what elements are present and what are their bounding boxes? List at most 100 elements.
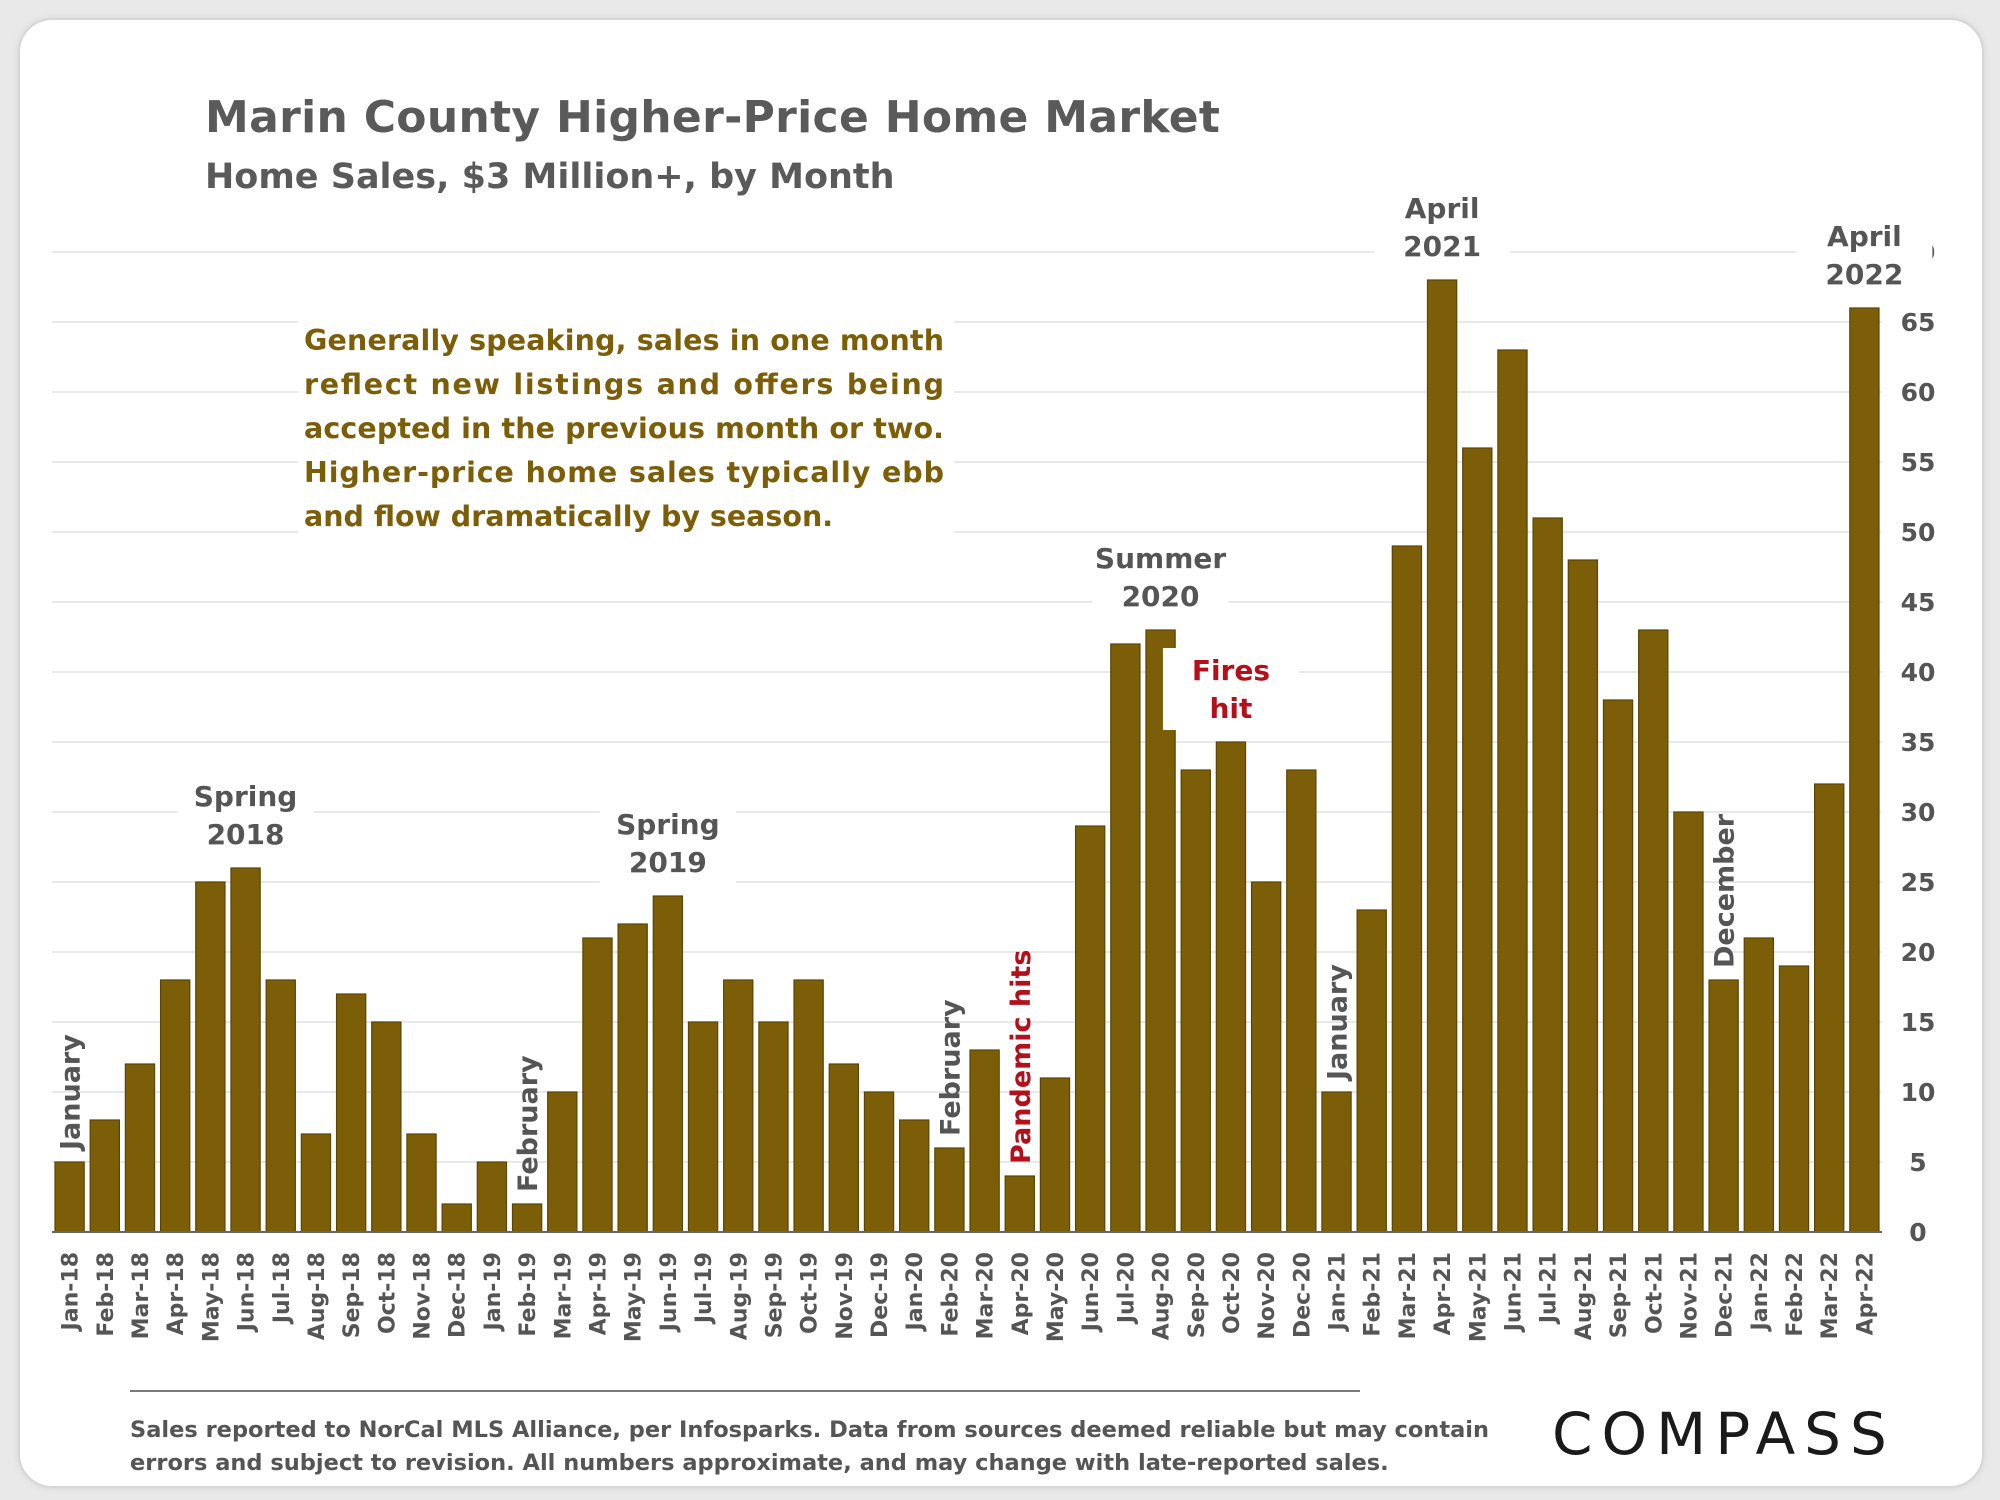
bar <box>54 1161 85 1233</box>
x-tick-label: Mar-19 <box>551 1252 576 1339</box>
annotation-label: 2022 <box>1825 258 1903 291</box>
bar <box>1497 349 1528 1233</box>
annotation-label: Spring <box>194 780 298 813</box>
bar <box>511 1203 543 1233</box>
bar <box>1004 1175 1035 1233</box>
chart-subtitle: Home Sales, $3 Million+, by Month <box>205 157 895 197</box>
annotation-label: hit <box>1209 692 1252 725</box>
y-tick-label: 40 <box>1901 658 1936 687</box>
chart-title: Marin County Higher-Price Home Market <box>205 92 1221 143</box>
bar <box>793 979 824 1233</box>
bar <box>1391 545 1423 1233</box>
x-tick-label: Oct-19 <box>798 1252 823 1334</box>
bar <box>195 881 226 1233</box>
x-tick-label: Jun-21 <box>1501 1252 1526 1333</box>
x-tick-label: Jan-21 <box>1326 1252 1351 1332</box>
annotation-label: 2020 <box>1122 580 1200 613</box>
bar <box>1110 643 1141 1233</box>
bar <box>1814 783 1845 1233</box>
x-tick-label: Jan-19 <box>481 1252 506 1332</box>
x-tick-label: Feb-19 <box>516 1252 541 1337</box>
x-tick-label: Apr-22 <box>1853 1252 1878 1335</box>
callout-text: Higher-price home sales typically ebb <box>304 456 944 489</box>
bar <box>1039 1077 1071 1233</box>
annotation-label: Pandemic hits <box>1006 950 1037 1164</box>
bar <box>406 1133 437 1233</box>
y-tick-label: 25 <box>1901 868 1936 897</box>
bar <box>617 923 648 1233</box>
x-tick-label: May-21 <box>1466 1252 1491 1342</box>
x-tick-label: Jul-19 <box>692 1252 717 1325</box>
x-tick-label: Sep-18 <box>340 1252 365 1338</box>
footer-divider <box>130 1390 1360 1392</box>
bar <box>828 1063 860 1233</box>
y-tick-label: 0 <box>1909 1218 1926 1247</box>
annotation-background <box>1374 186 1511 268</box>
annotation-label: 2019 <box>629 846 707 879</box>
bar <box>1250 881 1282 1233</box>
bar <box>1462 447 1493 1233</box>
bar <box>758 1021 789 1233</box>
y-tick-label: 15 <box>1901 1008 1936 1037</box>
x-tick-label: Jan-20 <box>903 1252 928 1332</box>
annotation-label: April <box>1405 192 1480 225</box>
annotation-label: April <box>1827 220 1902 253</box>
x-tick-label: Mar-21 <box>1396 1252 1421 1339</box>
compass-logo: COMPASS <box>1552 1400 1896 1468</box>
annotation-label: 2021 <box>1403 230 1481 263</box>
bar <box>1532 517 1563 1233</box>
bar <box>1286 769 1317 1233</box>
bar <box>687 1021 719 1233</box>
x-tick-label: Feb-18 <box>94 1252 119 1337</box>
bar <box>1426 279 1458 1233</box>
bar-chart: 0510152025303540455055606570Jan-18Feb-18… <box>52 186 1936 1342</box>
x-tick-label: Feb-20 <box>938 1252 963 1337</box>
footer-note: Sales reported to NorCal MLS Alliance, p… <box>130 1414 1489 1480</box>
x-tick-label: Apr-19 <box>586 1252 611 1335</box>
x-tick-label: Feb-22 <box>1783 1252 1808 1337</box>
x-tick-label: Aug-19 <box>727 1252 752 1340</box>
bar <box>476 1161 508 1233</box>
x-tick-label: Nov-18 <box>411 1252 436 1340</box>
x-tick-label: Apr-21 <box>1431 1252 1456 1335</box>
bar <box>300 1133 332 1233</box>
y-tick-label: 60 <box>1901 378 1936 407</box>
annotation-label: February <box>513 1055 544 1192</box>
annotation-label: February <box>935 999 966 1136</box>
x-tick-label: Oct-18 <box>375 1252 400 1334</box>
chart-card: Marin County Higher-Price Home Market Ho… <box>18 18 1984 1488</box>
callout-text: reflect new listings and offers being <box>304 368 944 401</box>
x-tick-label: Nov-21 <box>1677 1252 1702 1340</box>
x-tick-label: Oct-21 <box>1642 1252 1667 1334</box>
bar <box>1778 965 1810 1233</box>
bar <box>863 1091 895 1233</box>
bar <box>335 993 367 1233</box>
bar <box>547 1091 578 1233</box>
annotation-label: Summer <box>1095 542 1226 575</box>
bar <box>1180 769 1211 1233</box>
x-tick-label: Sep-19 <box>762 1252 787 1338</box>
callout-text: accepted in the previous month or two. <box>304 412 944 445</box>
callout-text: Generally speaking, sales in one month <box>304 324 944 357</box>
x-tick-label: Jun-18 <box>235 1252 260 1333</box>
bar <box>969 1049 1000 1233</box>
bar <box>230 867 261 1233</box>
bar <box>371 1021 402 1233</box>
x-tick-label: Jul-21 <box>1537 1252 1562 1325</box>
y-tick-label: 30 <box>1901 798 1936 827</box>
bar <box>89 1119 120 1233</box>
footer-note-line-2: errors and subject to revision. All numb… <box>130 1450 1389 1476</box>
y-tick-label: 50 <box>1901 518 1936 547</box>
x-tick-label: Dec-21 <box>1713 1252 1738 1338</box>
bar <box>1638 629 1669 1233</box>
x-tick-label: Aug-18 <box>305 1252 330 1340</box>
bar <box>1708 979 1739 1233</box>
x-tick-label: Dec-18 <box>446 1252 471 1338</box>
annotation-background <box>1092 536 1229 618</box>
x-tick-label: Jun-20 <box>1079 1252 1104 1333</box>
y-tick-label: 10 <box>1901 1078 1936 1107</box>
x-tick-label: Apr-18 <box>164 1252 189 1335</box>
bar <box>265 979 296 1233</box>
bar <box>1215 741 1247 1233</box>
annotation-label: 2018 <box>207 818 285 851</box>
